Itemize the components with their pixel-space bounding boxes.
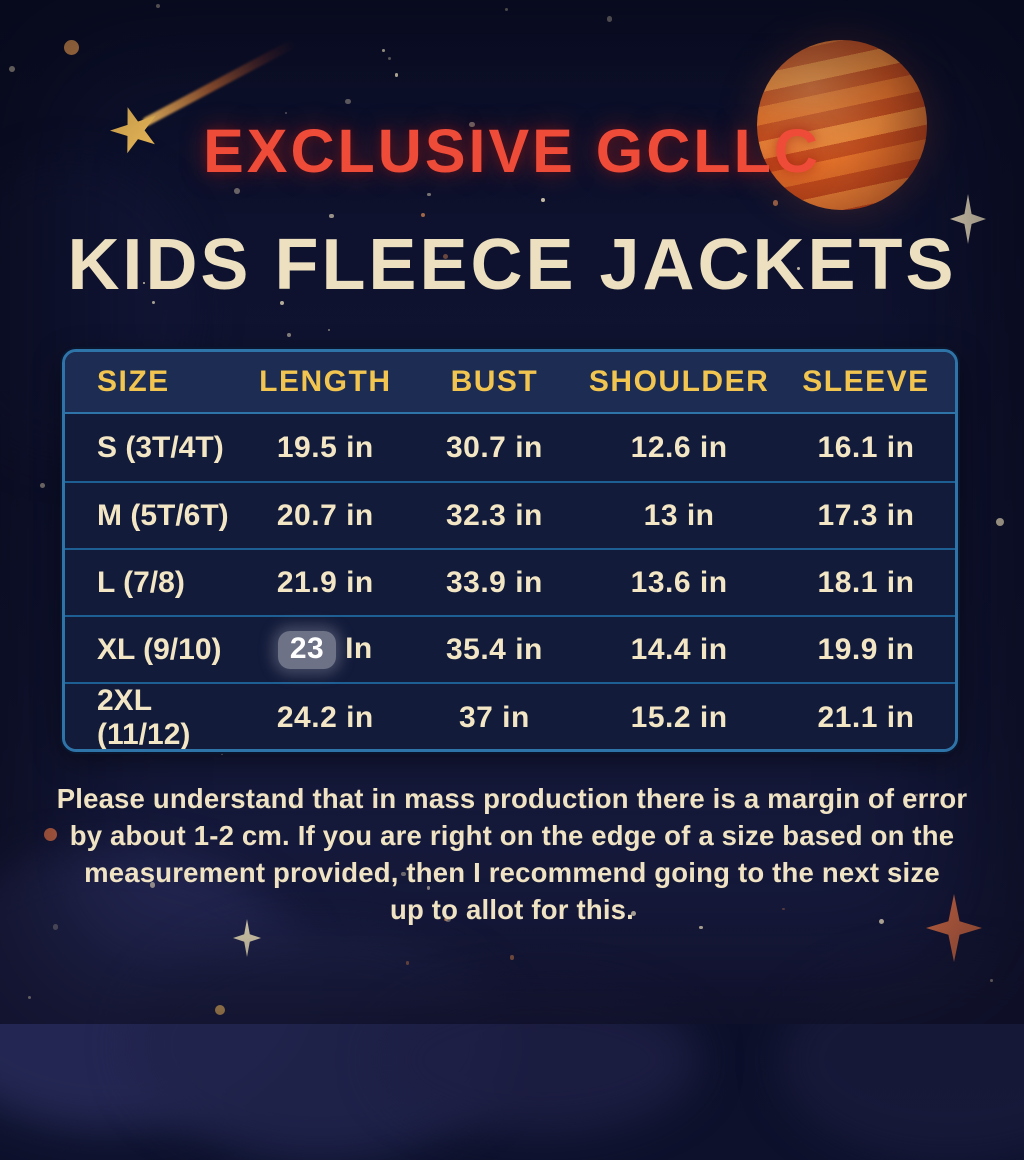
star-dot	[151, 300, 156, 305]
star-dot	[401, 871, 407, 877]
sizing-disclaimer-note: Please understand that in mass productio…	[56, 783, 968, 925]
product-title: KIDS FLEECE JACKETS	[67, 225, 957, 305]
star-dot	[39, 483, 45, 488]
star-dot	[915, 794, 918, 797]
star-dot	[220, 752, 224, 755]
cell-length: 24.2 in	[276, 701, 374, 734]
star-dot	[155, 4, 160, 9]
star-dot	[76, 243, 80, 247]
cell-bust: 32.3 in	[445, 498, 543, 532]
star-dot	[287, 332, 291, 337]
cell-sleeve: 18.1 in	[817, 565, 915, 599]
star-dot	[420, 213, 425, 218]
cell-bust: 35.4 in	[445, 632, 543, 666]
star-dot	[394, 72, 399, 77]
star-dot	[28, 995, 32, 999]
star-dot	[9, 65, 15, 72]
cell-shoulder: 15.2 in	[630, 701, 728, 734]
cell-size: 2XL (11/12)	[97, 684, 191, 751]
star-dot	[52, 924, 59, 930]
cell-bust: 37 in	[458, 701, 530, 734]
star-dot	[327, 328, 331, 331]
star-dot	[293, 803, 298, 808]
edited-length-patch: 23	[277, 630, 337, 669]
star-dot	[772, 200, 779, 207]
star-dot	[630, 910, 636, 916]
cell-size: S (3T/4T)	[97, 430, 224, 464]
star-dot	[606, 16, 613, 22]
cell-length: 21.9 in	[276, 565, 374, 599]
cell-sleeve: 19.9 in	[817, 632, 915, 666]
star-dot	[645, 282, 652, 289]
cell-size: XL (9/10)	[97, 632, 222, 666]
cell-sleeve: 16.1 in	[817, 430, 915, 464]
size-chart-table: SIZE LENGTH BUST SHOULDER SLEEVE S (3T/4…	[62, 349, 958, 752]
cell-size: M (5T/6T)	[97, 498, 229, 532]
star-dot	[142, 281, 145, 284]
star-dot	[879, 919, 885, 925]
header-cell-sleeve: SLEEVE	[802, 365, 930, 398]
star-dot	[149, 882, 156, 888]
star-dot	[426, 886, 431, 890]
star-dot	[381, 48, 385, 52]
star-dot	[509, 955, 515, 961]
planet-icon	[757, 40, 927, 210]
star-dot	[504, 8, 509, 12]
orange-star-dot	[64, 40, 79, 55]
cell-sleeve: 17.3 in	[817, 498, 915, 532]
cell-length: 19.5 in	[276, 430, 374, 464]
gold-star-dot	[215, 1005, 225, 1015]
cell-shoulder: 13.6 in	[630, 565, 728, 599]
cell-shoulder: 13 in	[643, 498, 715, 532]
cell-length: 20.7 in	[276, 498, 374, 532]
table-row-2xl: 2XL (11/12) 24.2 in 37 in 15.2 in 21.1 i…	[65, 682, 955, 749]
star-dot	[445, 915, 451, 922]
header-cell-size: SIZE	[97, 365, 170, 398]
star-dot	[405, 961, 410, 965]
star-dot	[996, 518, 1004, 526]
star-dot	[387, 56, 391, 60]
cell-size: L (7/8)	[97, 565, 185, 599]
table-row-m: M (5T/6T) 20.7 in 32.3 in 13 in 17.3 in	[65, 481, 955, 548]
table-row-s: S (3T/4T) 19.5 in 30.7 in 12.6 in 16.1 i…	[65, 414, 955, 481]
star-dot	[279, 301, 284, 306]
star-dot	[234, 188, 240, 194]
star-dot	[469, 121, 476, 128]
table-header-row: SIZE LENGTH BUST SHOULDER SLEEVE	[65, 352, 955, 414]
star-dot	[541, 197, 546, 202]
star-dot	[989, 979, 993, 983]
star-dot	[329, 213, 334, 219]
star-dot	[782, 907, 785, 911]
star-dot	[284, 111, 288, 115]
cell-bust: 30.7 in	[445, 430, 543, 464]
orange-star-dot	[44, 828, 57, 841]
cell-length: 23 In	[243, 630, 408, 669]
star-dot	[444, 917, 448, 922]
cell-sleeve: 21.1 in	[817, 701, 915, 734]
header-cell-bust: BUST	[450, 365, 539, 398]
length-unit: In	[336, 631, 373, 665]
table-row-xl: XL (9/10) 23 In 35.4 in 14.4 in 19.9 in	[65, 615, 955, 682]
header-cell-length: LENGTH	[259, 365, 392, 398]
star-dot	[796, 267, 800, 270]
star-dot	[427, 192, 431, 197]
brand-title: EXCLUSIVE GCLLC	[203, 117, 821, 185]
cell-shoulder: 14.4 in	[630, 632, 728, 666]
star-dot	[345, 99, 351, 105]
star-dot	[442, 253, 449, 259]
table-row-l: L (7/8) 21.9 in 33.9 in 13.6 in 18.1 in	[65, 548, 955, 615]
star-dot	[699, 925, 703, 930]
header-cell-shoulder: SHOULDER	[588, 365, 770, 398]
cell-shoulder: 12.6 in	[630, 430, 728, 464]
cell-bust: 33.9 in	[445, 565, 543, 599]
